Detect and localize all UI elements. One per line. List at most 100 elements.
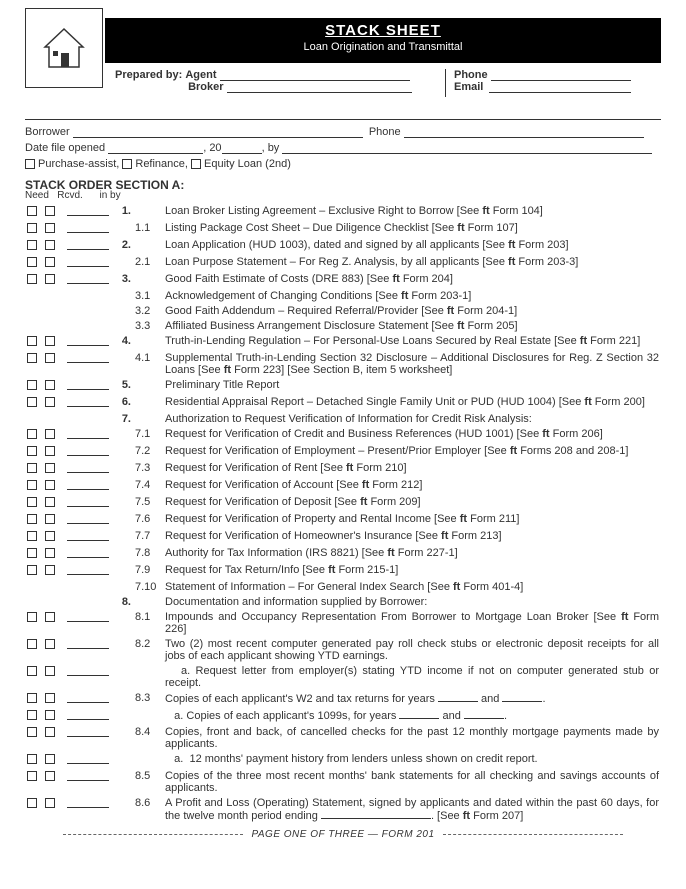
need-checkbox[interactable] <box>27 798 37 808</box>
rcvd-checkbox[interactable] <box>45 666 55 676</box>
need-checkbox[interactable] <box>27 397 37 407</box>
need-checkbox[interactable] <box>27 666 37 676</box>
inby-field[interactable] <box>67 462 109 473</box>
need-checkbox[interactable] <box>27 514 37 524</box>
inby-field[interactable] <box>67 638 109 649</box>
email-field[interactable] <box>489 81 631 93</box>
borrower-field[interactable] <box>73 126 363 138</box>
inby-field[interactable] <box>67 611 109 622</box>
inby-field[interactable] <box>67 564 109 575</box>
purchase-checkbox[interactable] <box>25 159 35 169</box>
inby-field[interactable] <box>67 709 109 720</box>
need-checkbox[interactable] <box>27 565 37 575</box>
year-field[interactable] <box>222 142 262 154</box>
rcvd-checkbox[interactable] <box>45 693 55 703</box>
need-checkbox[interactable] <box>27 380 37 390</box>
need-checkbox[interactable] <box>27 429 37 439</box>
need-checkbox[interactable] <box>27 463 37 473</box>
agent-field[interactable] <box>220 69 410 81</box>
rcvd-checkbox[interactable] <box>45 463 55 473</box>
inby-field[interactable] <box>67 753 109 764</box>
email-label: Email <box>454 81 483 93</box>
rcvd-checkbox[interactable] <box>45 497 55 507</box>
need-checkbox[interactable] <box>27 353 37 363</box>
need-checkbox[interactable] <box>27 548 37 558</box>
inby-field[interactable] <box>67 239 109 250</box>
inby-field[interactable] <box>67 692 109 703</box>
phone-field[interactable] <box>404 126 644 138</box>
date-month-field[interactable] <box>108 142 203 154</box>
rcvd-checkbox[interactable] <box>45 798 55 808</box>
broker-field[interactable] <box>227 81 412 93</box>
by-field[interactable] <box>282 142 652 154</box>
rcvd-checkbox[interactable] <box>45 754 55 764</box>
item-subnumber <box>133 411 163 426</box>
item-text: Statement of Information – For General I… <box>163 579 661 594</box>
inby-field[interactable] <box>67 256 109 267</box>
inby-field[interactable] <box>67 428 109 439</box>
rcvd-checkbox[interactable] <box>45 223 55 233</box>
rcvd-checkbox[interactable] <box>45 480 55 490</box>
need-checkbox[interactable] <box>27 274 37 284</box>
rcvd-checkbox[interactable] <box>45 257 55 267</box>
need-checkbox[interactable] <box>27 257 37 267</box>
rcvd-checkbox[interactable] <box>45 548 55 558</box>
need-checkbox[interactable] <box>27 480 37 490</box>
rcvd-checkbox[interactable] <box>45 353 55 363</box>
need-checkbox[interactable] <box>27 771 37 781</box>
rcvd-checkbox[interactable] <box>45 274 55 284</box>
need-checkbox[interactable] <box>27 710 37 720</box>
inby-field[interactable] <box>67 205 109 216</box>
phone-field-top[interactable] <box>491 69 631 81</box>
need-checkbox[interactable] <box>27 531 37 541</box>
inby-field[interactable] <box>67 797 109 808</box>
need-checkbox[interactable] <box>27 336 37 346</box>
rcvd-checkbox[interactable] <box>45 336 55 346</box>
need-checkbox[interactable] <box>27 612 37 622</box>
item-text: Good Faith Estimate of Costs (DRE 883) [… <box>163 271 661 288</box>
inby-field[interactable] <box>67 726 109 737</box>
inby-field[interactable] <box>67 396 109 407</box>
need-checkbox[interactable] <box>27 497 37 507</box>
equity-checkbox[interactable] <box>191 159 201 169</box>
inby-field[interactable] <box>67 547 109 558</box>
inby-field[interactable] <box>67 273 109 284</box>
rcvd-checkbox[interactable] <box>45 206 55 216</box>
need-checkbox[interactable] <box>27 727 37 737</box>
rcvd-checkbox[interactable] <box>45 429 55 439</box>
item-subnumber: 3.1 <box>133 288 163 303</box>
need-checkbox[interactable] <box>27 240 37 250</box>
inby-field[interactable] <box>67 496 109 507</box>
rcvd-checkbox[interactable] <box>45 565 55 575</box>
inby-field[interactable] <box>67 479 109 490</box>
rcvd-checkbox[interactable] <box>45 771 55 781</box>
need-checkbox[interactable] <box>27 693 37 703</box>
inby-field[interactable] <box>67 379 109 390</box>
need-checkbox[interactable] <box>27 446 37 456</box>
need-checkbox[interactable] <box>27 206 37 216</box>
inby-field[interactable] <box>67 665 109 676</box>
refinance-checkbox[interactable] <box>122 159 132 169</box>
rcvd-checkbox[interactable] <box>45 446 55 456</box>
inby-field[interactable] <box>67 530 109 541</box>
rcvd-checkbox[interactable] <box>45 397 55 407</box>
inby-field[interactable] <box>67 352 109 363</box>
rcvd-checkbox[interactable] <box>45 727 55 737</box>
rcvd-checkbox[interactable] <box>45 240 55 250</box>
rcvd-checkbox[interactable] <box>45 380 55 390</box>
inby-field[interactable] <box>67 445 109 456</box>
rcvd-checkbox[interactable] <box>45 612 55 622</box>
rcvd-checkbox[interactable] <box>45 639 55 649</box>
rcvd-checkbox[interactable] <box>45 514 55 524</box>
need-checkbox[interactable] <box>27 223 37 233</box>
item-text: Request for Verification of Rent [See ft… <box>163 460 661 477</box>
item-row: 2.1Loan Purpose Statement – For Reg Z. A… <box>25 254 661 271</box>
rcvd-checkbox[interactable] <box>45 531 55 541</box>
need-checkbox[interactable] <box>27 754 37 764</box>
need-checkbox[interactable] <box>27 639 37 649</box>
inby-field[interactable] <box>67 335 109 346</box>
inby-field[interactable] <box>67 513 109 524</box>
inby-field[interactable] <box>67 222 109 233</box>
rcvd-checkbox[interactable] <box>45 710 55 720</box>
inby-field[interactable] <box>67 770 109 781</box>
